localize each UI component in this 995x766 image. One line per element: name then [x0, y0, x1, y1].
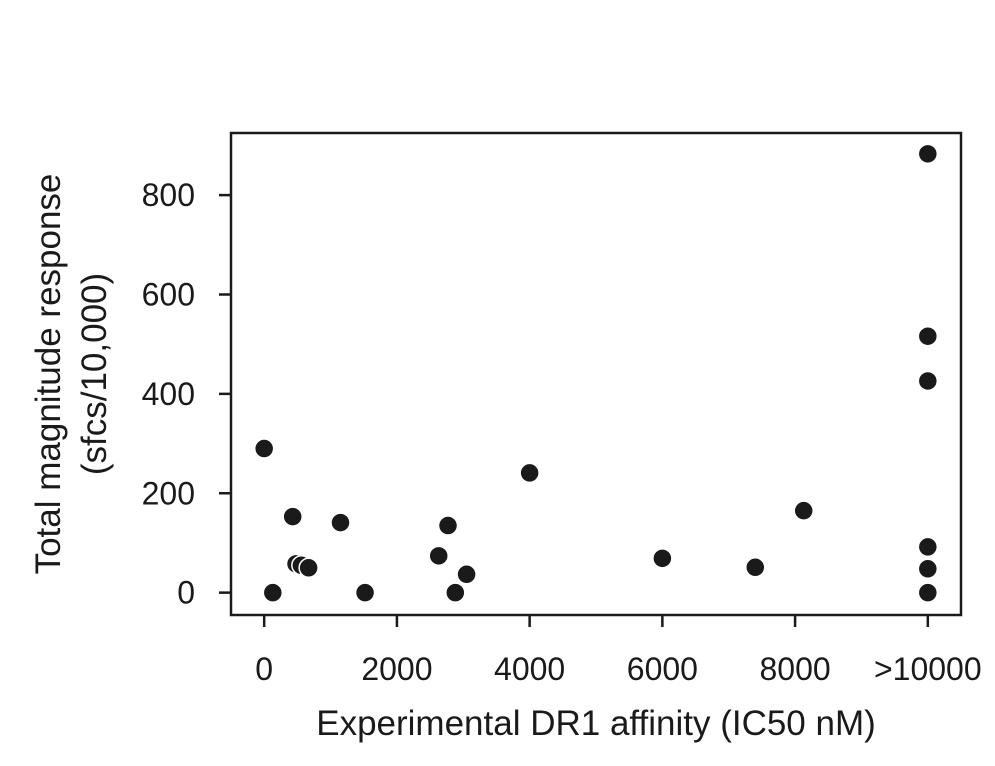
data-point: [519, 462, 540, 484]
data-point: [354, 582, 376, 603]
data-point: [445, 582, 466, 603]
plot-frame: [229, 131, 963, 617]
y-tick-label: 0: [177, 575, 195, 611]
data-point: [437, 515, 459, 536]
y-tick-label: 200: [142, 475, 195, 511]
data-point: [428, 545, 449, 567]
data-point: [917, 143, 939, 165]
y-tick-label: 800: [142, 177, 195, 213]
data-point: [917, 582, 939, 603]
data-point: [456, 564, 477, 585]
x-axis-ticks: 0 2000 4000 6000 8000 >10000: [255, 615, 982, 687]
x-tick-label: 6000: [627, 651, 698, 687]
data-point: [330, 512, 351, 533]
x-tick-label: 2000: [361, 651, 432, 687]
data-points: [253, 143, 939, 603]
data-point: [262, 582, 284, 603]
data-point: [253, 438, 275, 459]
data-point: [652, 548, 673, 569]
x-axis-label: Experimental DR1 affinity (IC50 nM): [316, 704, 876, 743]
y-tick-label: 400: [142, 376, 195, 412]
data-point: [917, 536, 939, 558]
y-axis-label-line1: Total magnitude response: [29, 174, 68, 575]
x-tick-label: 8000: [759, 651, 830, 687]
y-axis-ticks: 0 200 400 600 800: [142, 177, 231, 611]
x-tick-label: >10000: [874, 651, 982, 687]
data-point: [917, 370, 939, 392]
data-point: [793, 500, 814, 521]
data-point: [745, 557, 766, 578]
data-point: [282, 506, 303, 527]
x-tick-label: 0: [255, 651, 273, 687]
data-point: [298, 557, 319, 579]
x-tick-label: 4000: [494, 651, 565, 687]
y-axis-label-line2: (sfcs/10,000): [75, 273, 114, 475]
data-point: [917, 325, 939, 347]
data-point: [917, 558, 939, 580]
y-tick-label: 600: [142, 276, 195, 312]
